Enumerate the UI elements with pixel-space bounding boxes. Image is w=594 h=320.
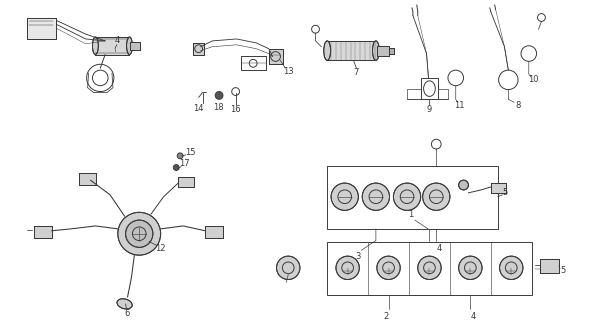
Ellipse shape <box>127 37 132 54</box>
Circle shape <box>500 256 523 279</box>
Text: 3: 3 <box>356 252 361 260</box>
Bar <box>27 18 56 39</box>
Ellipse shape <box>93 37 99 54</box>
Text: 13: 13 <box>283 67 293 76</box>
Circle shape <box>118 212 160 255</box>
Bar <box>242 57 266 70</box>
Bar <box>377 46 388 55</box>
Bar <box>206 226 223 238</box>
Circle shape <box>277 256 300 279</box>
Bar <box>79 173 96 185</box>
Bar <box>131 42 140 50</box>
Text: 5: 5 <box>560 266 565 275</box>
Text: 1: 1 <box>408 210 413 219</box>
Bar <box>79 173 96 185</box>
Text: 16: 16 <box>230 105 241 114</box>
Bar <box>268 49 283 64</box>
Circle shape <box>459 180 469 190</box>
Bar <box>193 43 204 54</box>
Bar <box>96 37 129 54</box>
Bar <box>491 183 507 193</box>
Circle shape <box>377 256 400 279</box>
Text: 9: 9 <box>427 105 432 114</box>
Bar <box>131 42 140 50</box>
Circle shape <box>459 256 482 279</box>
Bar <box>327 242 532 295</box>
Text: 7: 7 <box>353 68 359 76</box>
Bar <box>206 226 223 238</box>
Bar <box>178 177 194 187</box>
Text: 4: 4 <box>437 244 442 253</box>
Circle shape <box>125 220 153 247</box>
Bar <box>377 46 388 55</box>
Text: 15: 15 <box>185 148 195 157</box>
Circle shape <box>177 153 183 159</box>
Text: 6: 6 <box>125 309 130 318</box>
Text: 4: 4 <box>114 36 119 45</box>
Circle shape <box>393 183 421 210</box>
Ellipse shape <box>372 41 380 60</box>
Text: 5: 5 <box>503 188 508 197</box>
Text: 10: 10 <box>529 76 539 84</box>
Bar <box>34 226 52 238</box>
Bar <box>327 165 498 229</box>
Circle shape <box>215 92 223 99</box>
Circle shape <box>173 164 179 171</box>
Text: 4: 4 <box>470 312 476 320</box>
Bar <box>327 41 376 60</box>
Text: 12: 12 <box>156 244 166 253</box>
Circle shape <box>331 183 358 210</box>
Text: 18: 18 <box>213 103 223 112</box>
Bar <box>178 177 194 187</box>
Circle shape <box>418 256 441 279</box>
Ellipse shape <box>117 299 132 309</box>
Bar <box>268 49 283 64</box>
Bar <box>388 48 394 53</box>
Text: 8: 8 <box>516 101 521 110</box>
Bar <box>491 183 507 193</box>
Text: 17: 17 <box>179 159 189 168</box>
Text: 2: 2 <box>383 312 388 320</box>
Bar <box>539 259 559 273</box>
Text: 11: 11 <box>454 101 465 110</box>
Circle shape <box>423 183 450 210</box>
Bar <box>193 43 204 54</box>
Circle shape <box>336 256 359 279</box>
Bar <box>27 18 56 39</box>
Bar <box>388 48 394 53</box>
Ellipse shape <box>324 41 331 60</box>
Bar <box>327 41 376 60</box>
Bar <box>34 226 52 238</box>
Bar <box>421 78 438 99</box>
Bar <box>539 259 559 273</box>
Text: 14: 14 <box>194 104 204 113</box>
Circle shape <box>362 183 390 210</box>
Bar <box>96 37 129 54</box>
